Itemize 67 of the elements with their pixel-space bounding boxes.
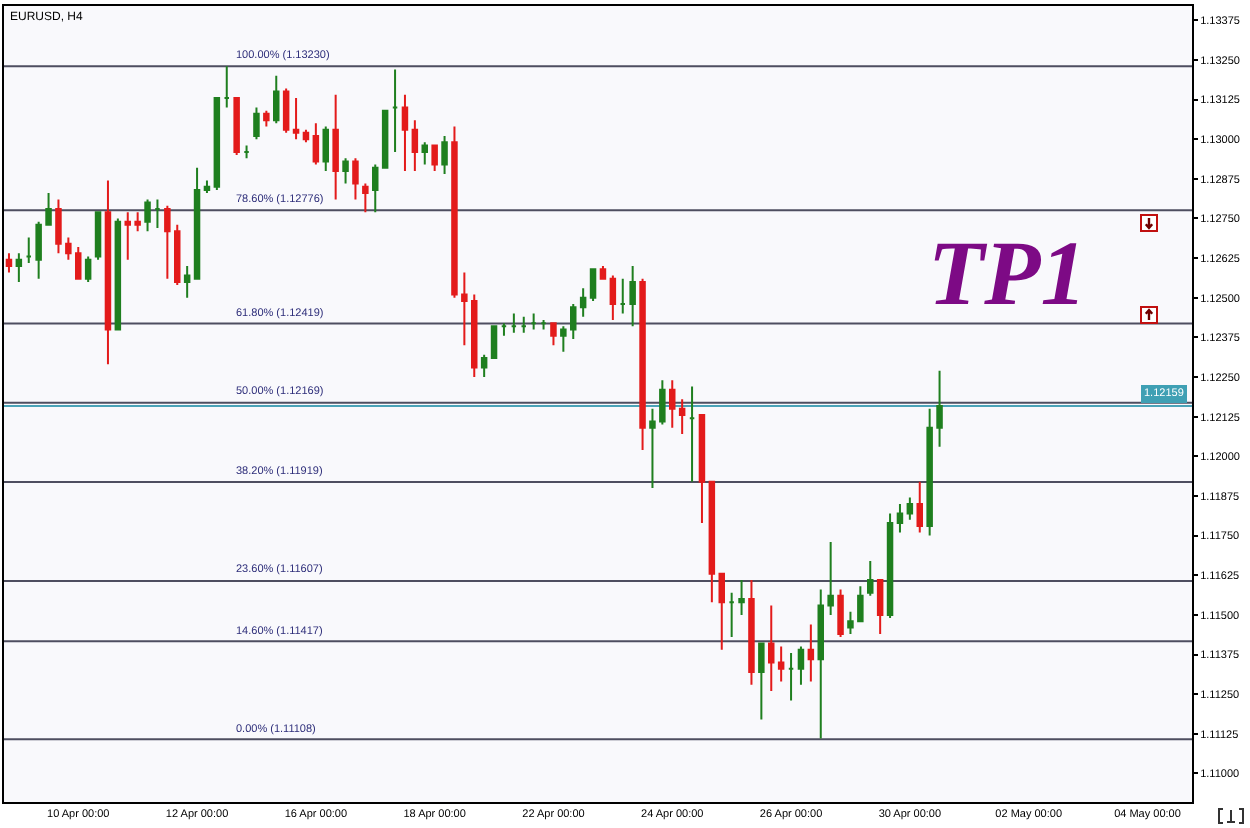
candlestick: [688, 385, 696, 483]
candlestick: [431, 144, 438, 172]
candlestick: [619, 277, 626, 315]
candlestick: [867, 559, 874, 597]
candlestick: [253, 106, 260, 141]
candlestick: [312, 122, 320, 166]
candlestick: [530, 312, 537, 331]
candlestick: [490, 325, 498, 360]
candlestick: [510, 312, 518, 334]
annotation: TP1: [928, 222, 1087, 324]
candlestick: [837, 588, 844, 639]
candlestick: [391, 68, 399, 153]
candlestick: [94, 211, 102, 261]
candlestick: [906, 496, 914, 521]
candlestick: [144, 198, 151, 233]
candlestick: [550, 322, 557, 347]
candlestick: [401, 93, 409, 172]
candlestick: [322, 125, 329, 172]
candlestick: [84, 255, 92, 283]
candlestick: [183, 265, 191, 299]
candlestick: [797, 645, 805, 686]
candlestick: [282, 87, 290, 134]
candlestick: [807, 623, 815, 683]
candlestick: [411, 119, 419, 172]
candlestick: [223, 65, 230, 109]
candlestick: [154, 198, 161, 229]
candlestick: [5, 252, 13, 274]
candlestick: [896, 502, 904, 534]
candlestick: [787, 651, 795, 702]
candlestick: [104, 179, 112, 366]
candlestick: [698, 414, 706, 524]
candlestick: [748, 579, 755, 686]
candlestick: [639, 277, 646, 451]
candlestick: [589, 268, 597, 302]
candlestick: [233, 96, 240, 157]
candlestick: [480, 353, 488, 379]
candlestick: [916, 480, 923, 534]
candlestick: [302, 128, 310, 144]
candlestick: [718, 572, 725, 651]
candlestick: [520, 315, 527, 334]
candlestick: [273, 74, 280, 125]
candlestick: [629, 265, 636, 328]
candlestick: [263, 109, 270, 128]
candlestick: [352, 157, 359, 201]
candlestick: [886, 512, 894, 620]
candlestick: [362, 182, 369, 214]
candlestick: [500, 322, 508, 337]
candlestick: [15, 252, 23, 283]
candlestick: [876, 579, 884, 635]
candlestick: [213, 96, 221, 191]
candlestick: [25, 236, 32, 264]
candlestick: [292, 96, 300, 141]
candlestick: [203, 179, 211, 195]
candlestick: [728, 591, 735, 639]
candlestick: [243, 144, 250, 160]
candlestick: [540, 318, 547, 331]
candlestick: [421, 141, 428, 166]
candlestick: [332, 93, 339, 201]
candlestick: [114, 217, 122, 331]
candlestick: [193, 166, 201, 280]
candlestick: [609, 274, 617, 321]
candlestick: [738, 579, 745, 616]
candlestick: [599, 265, 607, 280]
candlestick: [441, 135, 448, 176]
candlestick: [342, 157, 349, 185]
candlestick: [708, 480, 716, 604]
candlestick: [758, 642, 765, 721]
